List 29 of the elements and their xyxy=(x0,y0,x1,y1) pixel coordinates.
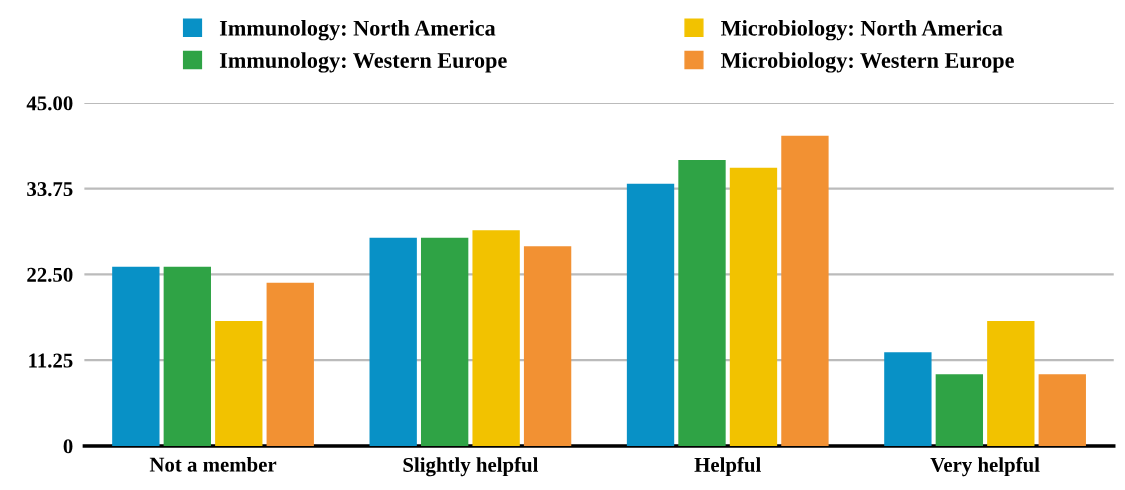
bar xyxy=(523,246,572,446)
x-tick-label: Not a member xyxy=(149,457,277,472)
bar xyxy=(781,135,829,446)
legend-label: Microbiology: Western Europe xyxy=(721,52,1014,73)
y-tick-label: 22.50 xyxy=(27,267,73,282)
bar xyxy=(729,167,778,446)
bar xyxy=(112,266,160,446)
bar xyxy=(935,374,984,446)
x-tick-label: Very helpful xyxy=(930,457,1040,477)
bar xyxy=(987,320,1035,446)
y-tick-label: 11.25 xyxy=(29,353,73,368)
y-tick-label: 0 xyxy=(63,439,73,454)
y-tick-label: 33.75 xyxy=(27,182,73,197)
legend-label: Microbiology: North America xyxy=(721,20,1003,41)
bar xyxy=(163,266,211,446)
x-tick-label: Helpful xyxy=(694,457,761,477)
bar xyxy=(215,320,263,446)
bar xyxy=(884,352,932,446)
legend-label: Immunology: North America xyxy=(219,20,496,41)
bar xyxy=(420,237,469,446)
legend-label: Immunology: Western Europe xyxy=(219,52,507,73)
x-tick-label: Slightly helpful xyxy=(403,457,539,477)
bar xyxy=(369,237,417,446)
bar xyxy=(472,230,520,446)
y-tick-label: 45.00 xyxy=(26,96,73,111)
bar xyxy=(678,160,726,446)
bar xyxy=(626,183,675,446)
bar xyxy=(1038,374,1086,446)
bar xyxy=(266,282,314,446)
